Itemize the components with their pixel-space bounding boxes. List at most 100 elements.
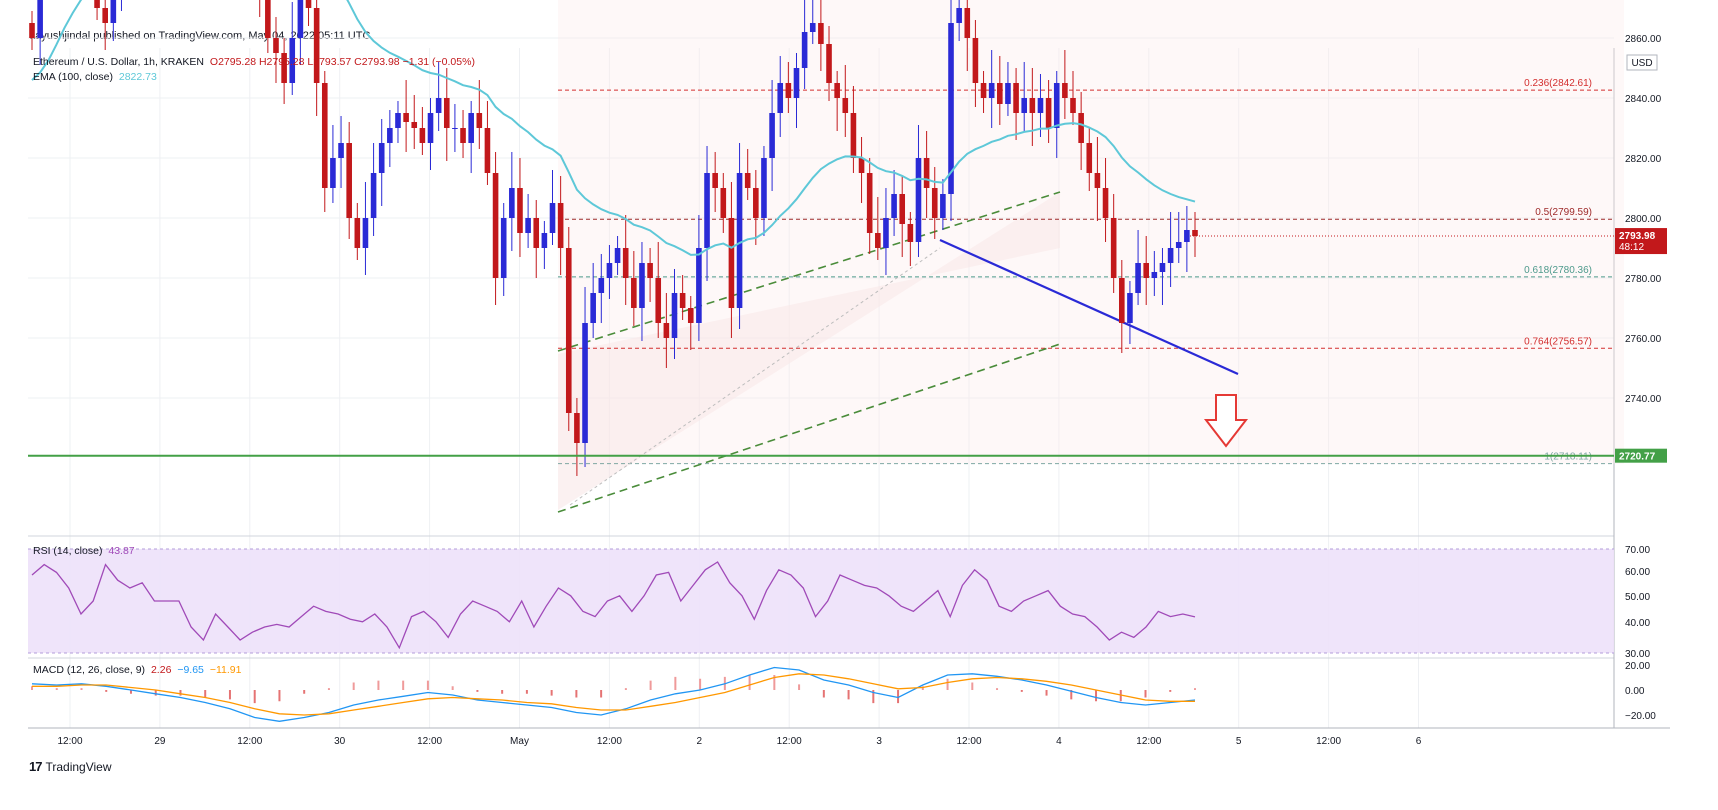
- candle-body: [858, 158, 865, 173]
- time-tick-label: 12:00: [1316, 736, 1341, 747]
- candle-body: [606, 263, 613, 278]
- candle-body: [1184, 230, 1190, 242]
- candle-body: [297, 0, 304, 38]
- time-tick-label: 12:00: [57, 736, 82, 747]
- candle-body: [907, 224, 914, 242]
- candle-body: [744, 173, 751, 188]
- candle-body: [102, 8, 108, 23]
- candle-body: [443, 98, 450, 128]
- candle-body: [468, 113, 474, 143]
- candle-body: [362, 218, 369, 248]
- candle-body: [29, 23, 35, 38]
- candle-body: [517, 188, 523, 233]
- candle-body: [460, 128, 466, 143]
- macd-value-1: 2.26: [150, 664, 172, 676]
- candles: [29, 0, 1198, 476]
- rsi-tick-label: 30.00: [1625, 649, 1650, 660]
- fib-label: 0.618(2780.36): [1524, 265, 1592, 276]
- candle-body: [1037, 98, 1044, 113]
- candle-body: [289, 38, 296, 83]
- macd-legend: MACD (12, 26, close, 9) 2.26 −9.65 −11.9…: [33, 664, 241, 676]
- ema-path: [31, 0, 1196, 256]
- symbol-legend: Ethereum / U.S. Dollar, 1h, KRAKEN O2795…: [33, 56, 475, 68]
- candle-body: [1078, 113, 1084, 143]
- time-tick-label: 12:00: [417, 736, 442, 747]
- candle-body: [525, 218, 531, 233]
- rsi-tick-label: 40.00: [1625, 618, 1650, 629]
- candle-body: [631, 278, 637, 308]
- rsi-panel: [28, 548, 1614, 654]
- tradingview-mark-icon: 17: [29, 759, 43, 774]
- candle-body: [980, 83, 987, 98]
- time-tick-label: 6: [1416, 736, 1422, 747]
- current-price-tag: [1615, 228, 1667, 255]
- candle-body: [866, 173, 873, 233]
- time-tick-label: 2: [697, 736, 703, 747]
- candle-body: [484, 128, 491, 173]
- candle-body: [265, 0, 271, 38]
- candle-body: [679, 293, 686, 308]
- overlay-drawings: 0(2881.07)0.236(2842.61)0.5(2799.59)0.61…: [557, 0, 1624, 513]
- time-tick-label: 30: [334, 736, 346, 747]
- time-tick-label: 12:00: [956, 736, 981, 747]
- price-axis: 2960.002940.002920.002900.002880.002860.…: [1625, 34, 1662, 722]
- current-price-countdown: 48:12: [1619, 242, 1644, 253]
- candle-body: [761, 158, 767, 218]
- candle-body: [988, 83, 995, 98]
- candle-body: [273, 38, 279, 53]
- candle-body: [801, 32, 808, 68]
- price-tick-label: 2760.00: [1625, 334, 1662, 345]
- rsi-tick-label: 50.00: [1625, 592, 1650, 603]
- candle-body: [687, 308, 694, 323]
- candle-body: [565, 248, 572, 413]
- candle-body: [1053, 83, 1060, 128]
- price-tick-label: 2800.00: [1625, 214, 1662, 225]
- candle-body: [1110, 218, 1117, 278]
- macd-panel: [31, 666, 1196, 722]
- rsi-band: [28, 549, 1614, 653]
- candle-body: [671, 293, 678, 338]
- rsi-line: [31, 561, 1196, 650]
- candle-body: [777, 83, 784, 113]
- usd-box: [1626, 54, 1658, 71]
- candle-body: [785, 83, 792, 98]
- macd-value-3: −11.91: [209, 664, 242, 676]
- macd-tick-label: 0.00: [1625, 686, 1645, 697]
- candle-body: [1045, 98, 1052, 128]
- level-tag: [1615, 448, 1667, 463]
- candle-body: [370, 173, 377, 218]
- macd-label: MACD (12, 26, close, 9): [33, 664, 146, 676]
- candle-body: [403, 113, 409, 122]
- candle-body: [948, 23, 954, 194]
- candle-body: [964, 8, 971, 38]
- candle-body: [582, 323, 588, 443]
- candle-body: [305, 0, 312, 8]
- ema-legend: EMA (100, close) 2822.73: [33, 71, 157, 83]
- candle-body: [321, 83, 328, 188]
- macd-line: [31, 666, 1196, 722]
- fib-label: 0.5(2799.59): [1535, 207, 1592, 218]
- rsi-tick-label: 60.00: [1625, 567, 1650, 578]
- candle-body: [1151, 272, 1158, 278]
- candle-body: [891, 194, 897, 218]
- candle-body: [598, 278, 605, 293]
- time-tick-label: 12:00: [597, 736, 622, 747]
- candle-body: [354, 218, 361, 248]
- candle-body: [972, 38, 979, 83]
- time-tick-label: 5: [1236, 736, 1242, 747]
- candle-body: [1143, 263, 1150, 278]
- time-tick-label: 12:00: [237, 736, 262, 747]
- candle-body: [736, 173, 743, 308]
- ema-value: 2822.73: [118, 71, 157, 83]
- fib-label: 0.236(2842.61): [1524, 78, 1592, 89]
- candle-body: [956, 8, 962, 23]
- tradingview-logo[interactable]: 17 TradingView: [29, 759, 112, 774]
- candle-body: [793, 68, 800, 98]
- brand-name: TradingView: [45, 759, 112, 774]
- candle-body: [883, 218, 889, 248]
- price-tick-label: 2820.00: [1625, 154, 1662, 165]
- candle-body: [533, 218, 540, 248]
- candle-body: [712, 173, 718, 188]
- candle-body: [1102, 188, 1109, 218]
